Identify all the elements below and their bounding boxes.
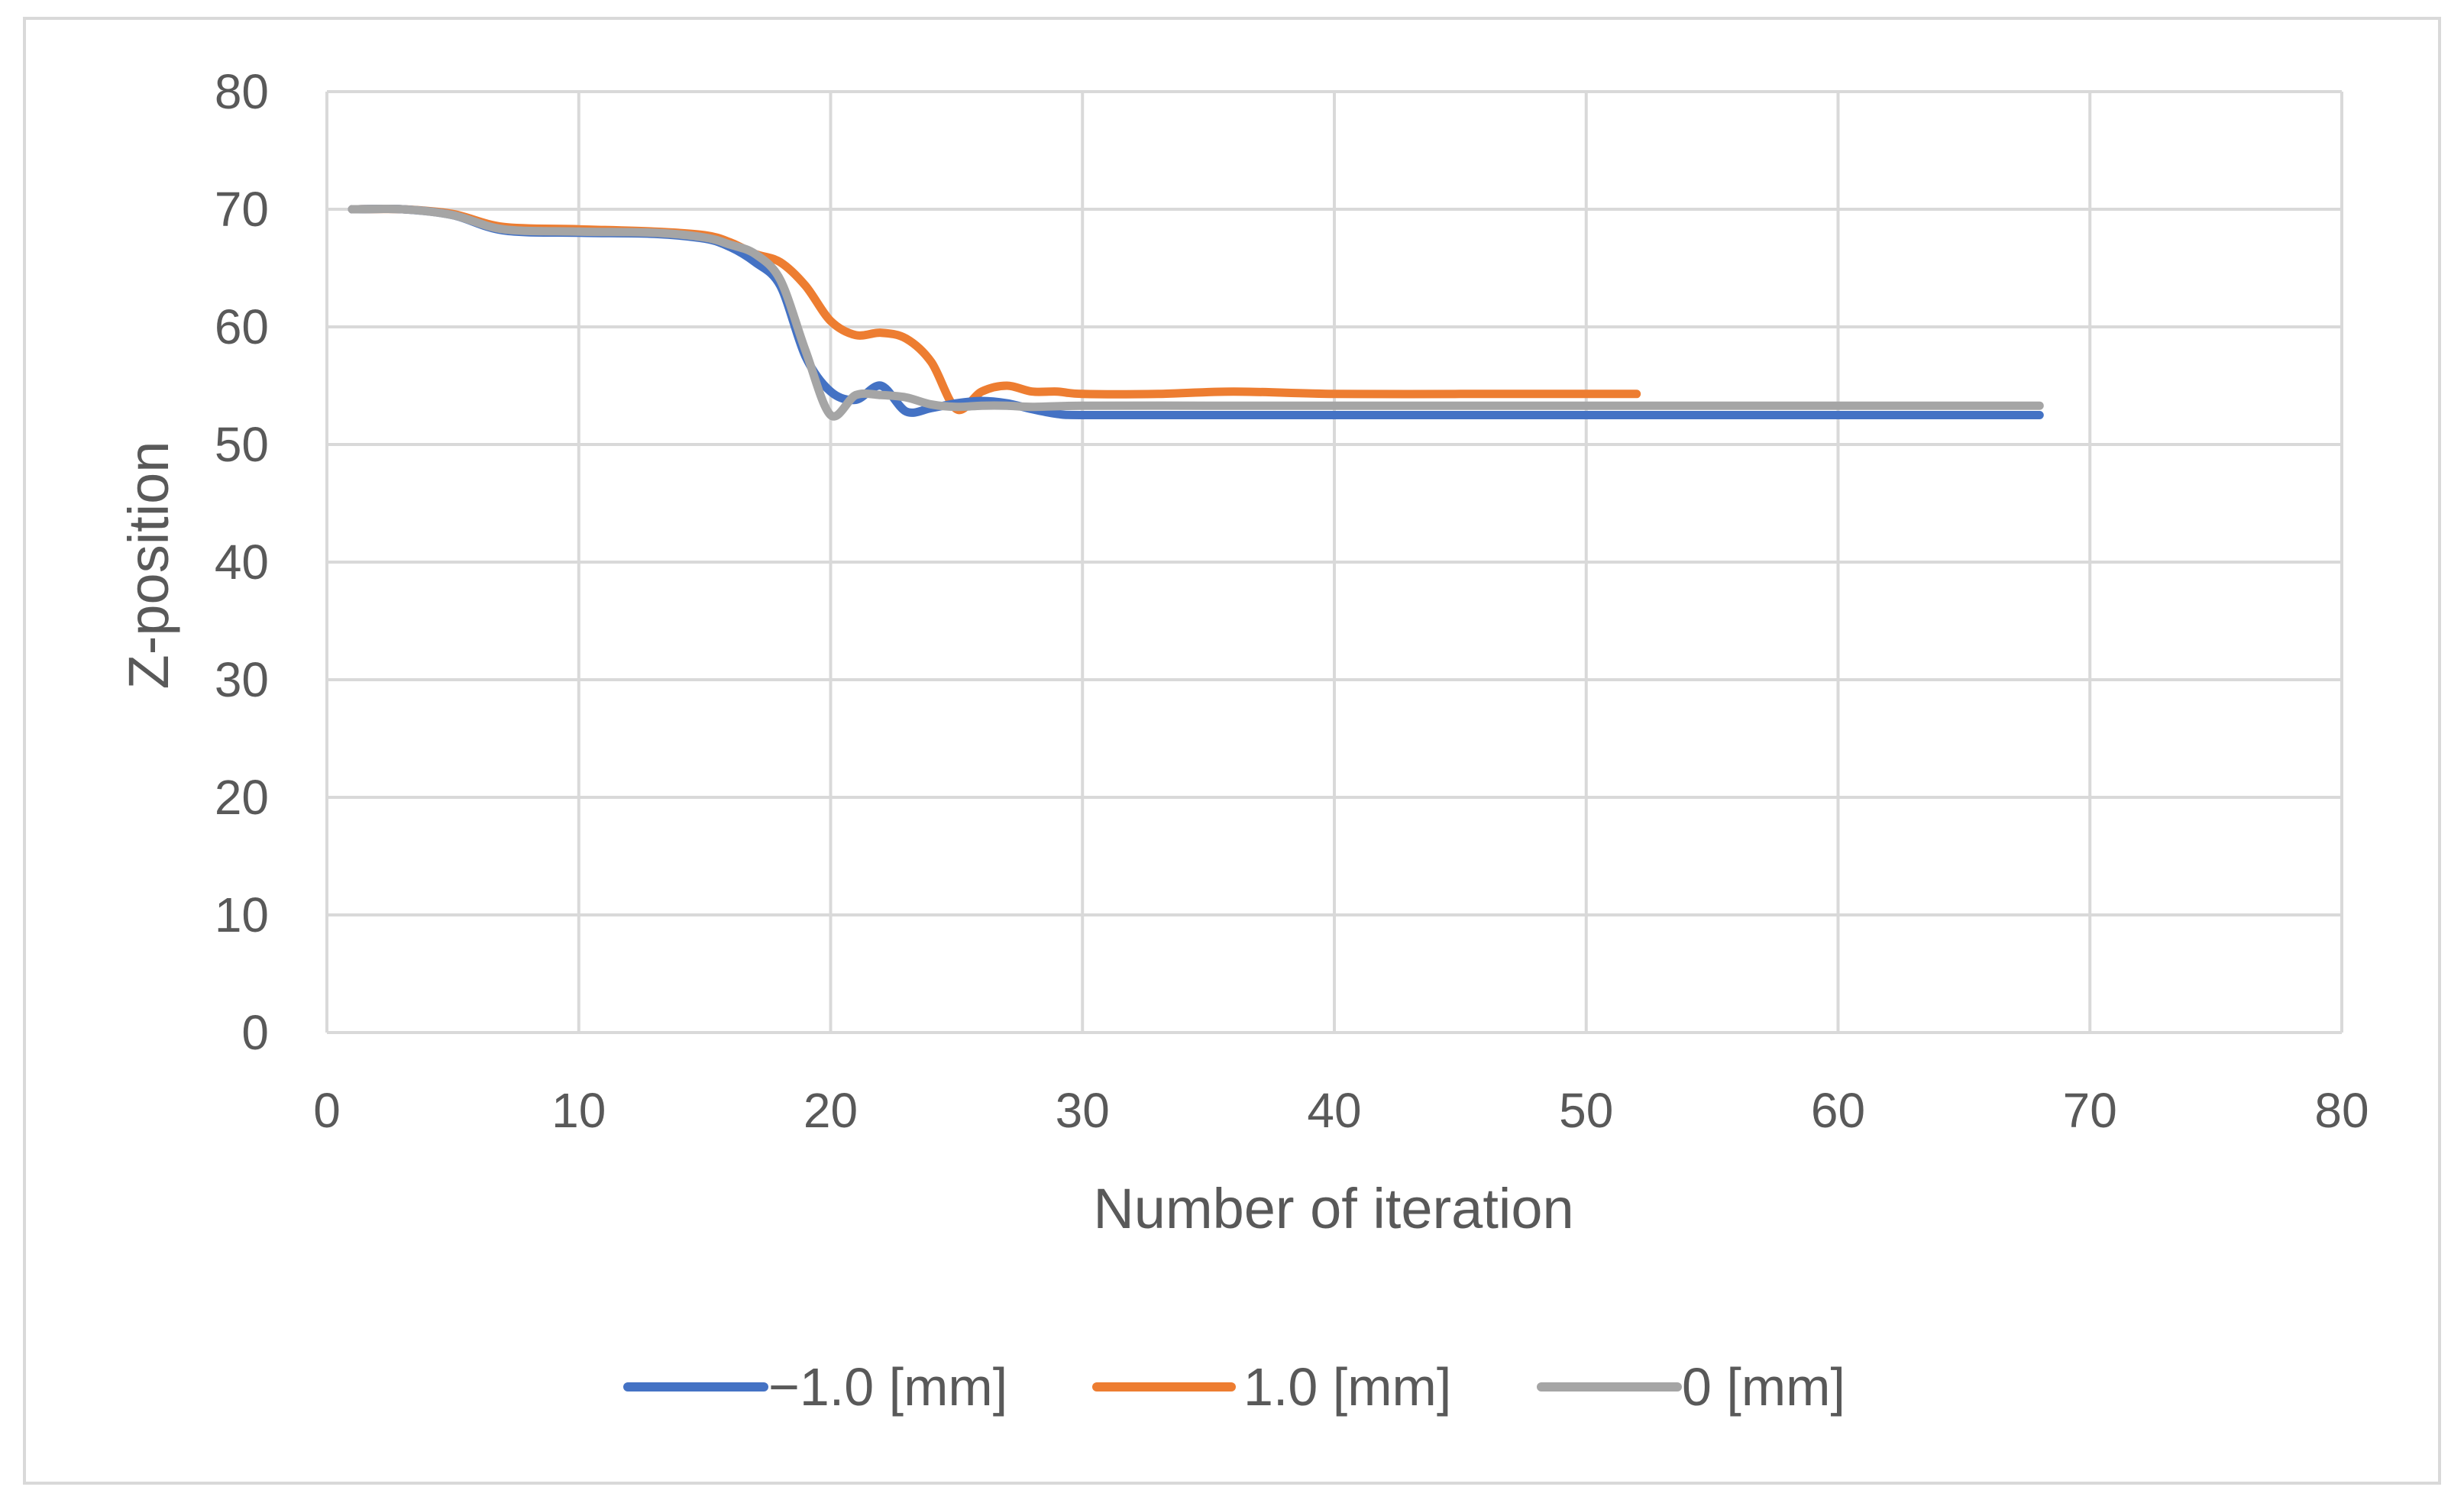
y-tick-label: 70 xyxy=(215,182,269,237)
series-line-0-mm xyxy=(348,204,2044,421)
legend-label: 1.0 [mm] xyxy=(1243,1357,1451,1417)
y-tick-label: 80 xyxy=(215,64,269,119)
series-lines xyxy=(348,204,2044,421)
legend-item: 0 [mm] xyxy=(1537,1357,1845,1417)
legend: −1.0 [mm] 1.0 [mm] 0 [mm] xyxy=(623,1357,1845,1417)
chart-frame xyxy=(23,17,2441,1485)
legend-item: 1.0 [mm] xyxy=(1092,1357,1451,1417)
y-tick-label: 20 xyxy=(215,770,269,825)
y-tick-label: 10 xyxy=(215,887,269,942)
grid-lines xyxy=(325,90,2343,1034)
y-tick-label: 40 xyxy=(215,535,269,590)
series-line-minus-1-0-mm xyxy=(348,204,2044,420)
x-tick-label: 30 xyxy=(1056,1083,1110,1138)
x-tick-label: 0 xyxy=(313,1083,341,1138)
x-tick-label: 70 xyxy=(2063,1083,2117,1138)
x-axis-title: Number of iteration xyxy=(1093,1177,1573,1240)
legend-item: −1.0 [mm] xyxy=(623,1357,1007,1417)
x-tick-label: 40 xyxy=(1307,1083,1361,1138)
y-tick-label: 0 xyxy=(241,1005,269,1060)
legend-label: −1.0 [mm] xyxy=(768,1357,1007,1417)
x-tick-label: 10 xyxy=(551,1083,606,1138)
y-tick-label: 50 xyxy=(215,417,269,472)
y-tick-label: 30 xyxy=(215,652,269,707)
x-tick-label: 20 xyxy=(804,1083,858,1138)
tick-labels: 0 10 20 30 40 50 60 70 80 0 10 20 30 40 50 60 70 80 xyxy=(215,64,2369,1138)
series-line-1-0-mm xyxy=(348,205,1641,415)
x-tick-label: 80 xyxy=(2314,1083,2369,1138)
y-axis-title: Z-position xyxy=(117,441,180,690)
x-tick-label: 60 xyxy=(1811,1083,1865,1138)
legend-label: 0 [mm] xyxy=(1682,1357,1845,1417)
x-tick-label: 50 xyxy=(1559,1083,1613,1138)
y-tick-label: 60 xyxy=(215,299,269,354)
